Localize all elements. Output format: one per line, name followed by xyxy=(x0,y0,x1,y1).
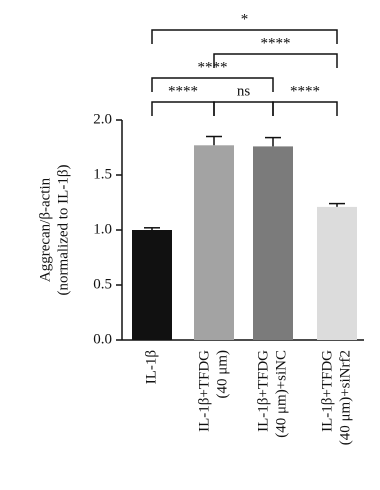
significance-bracket xyxy=(151,29,338,44)
significance-label: **** xyxy=(290,83,320,99)
y-tick-label: 0.0 xyxy=(93,331,112,347)
bar xyxy=(253,146,293,340)
significance-bracket xyxy=(151,77,274,92)
significance-bracket xyxy=(213,101,274,116)
significance-label: ns xyxy=(237,83,251,99)
bar xyxy=(132,230,172,340)
significance-bracket xyxy=(151,101,215,116)
x-tick-label: (40 μm) xyxy=(214,350,230,398)
x-tick-label: IL-1β xyxy=(143,350,159,384)
y-axis-label: (normalized to IL-1β) xyxy=(55,165,71,296)
x-tick-label: (40 μm)+siNC xyxy=(273,350,289,438)
y-tick-label: 2.0 xyxy=(93,111,112,127)
x-tick-label: IL-1β+TFDG xyxy=(319,350,335,432)
bar xyxy=(194,145,234,340)
significance-label: **** xyxy=(261,35,291,51)
x-tick-label: IL-1β+TFDG xyxy=(196,350,212,432)
x-tick-label: (40 μm)+siNrf2 xyxy=(337,350,353,445)
significance-label: **** xyxy=(168,83,198,99)
y-axis-label: Aggrecan/β-actin xyxy=(37,177,53,282)
y-tick-label: 1.0 xyxy=(93,221,112,237)
bar xyxy=(317,206,357,340)
significance-label: **** xyxy=(198,59,228,75)
y-tick-label: 0.5 xyxy=(93,276,112,292)
significance-bracket xyxy=(213,53,338,68)
significance-label: * xyxy=(241,11,249,27)
y-tick-label: 1.5 xyxy=(93,166,112,182)
significance-bracket xyxy=(272,101,338,116)
x-tick-label: IL-1β+TFDG xyxy=(255,350,271,432)
